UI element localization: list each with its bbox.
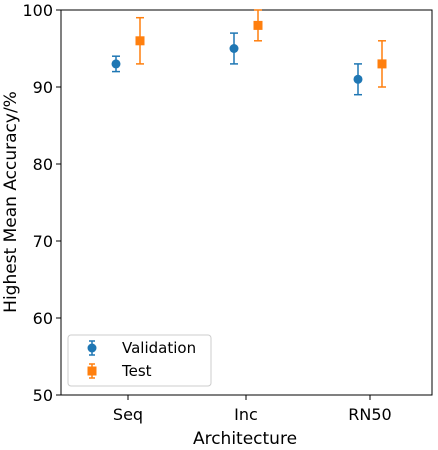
- legend: Validation Test: [67, 334, 212, 387]
- y-tick-label-90: 90: [33, 78, 53, 97]
- marker-validation-rn50: [353, 74, 363, 84]
- point-test-rn50: [377, 40, 387, 88]
- legend-label-test: Test: [121, 362, 152, 380]
- legend-frame: [67, 334, 212, 387]
- x-axis-title: Architecture: [193, 429, 297, 449]
- point-validation-seq: [111, 55, 121, 73]
- y-axis-ticks: 50 60 70 80 90 100: [22, 1, 61, 405]
- y-tick-label-50: 50: [33, 386, 53, 405]
- data-marks: [111, 9, 387, 96]
- y-tick-label-70: 70: [33, 232, 53, 251]
- marker-test-inc: [253, 20, 263, 30]
- marker-validation-inc: [229, 44, 239, 53]
- plot-area: [60, 9, 433, 396]
- x-tick-label-inc: Inc: [234, 405, 258, 424]
- y-axis-title: Highest Mean Accuracy/%: [1, 91, 21, 313]
- legend-item-validation: Validation: [87, 339, 196, 357]
- marker-validation-seq: [111, 59, 121, 69]
- point-validation-rn50: [353, 63, 363, 96]
- x-axis-ticks: Seq Inc RN50: [113, 395, 392, 424]
- y-tick-label-80: 80: [33, 155, 53, 174]
- y-tick-label-100: 100: [22, 1, 53, 20]
- point-test-seq: [135, 16, 145, 65]
- point-test-inc: [253, 9, 263, 42]
- legend-marker-test: [87, 366, 97, 376]
- x-tick-label-rn50: RN50: [348, 405, 391, 424]
- y-tick-label-60: 60: [33, 309, 53, 328]
- legend-label-validation: Validation: [122, 339, 196, 357]
- legend-item-test: Test: [87, 362, 152, 380]
- marker-test-seq: [135, 36, 145, 46]
- x-tick-label-seq: Seq: [113, 405, 143, 424]
- point-validation-inc: [229, 32, 239, 65]
- legend-marker-validation: [87, 343, 97, 353]
- marker-test-rn50: [377, 59, 387, 69]
